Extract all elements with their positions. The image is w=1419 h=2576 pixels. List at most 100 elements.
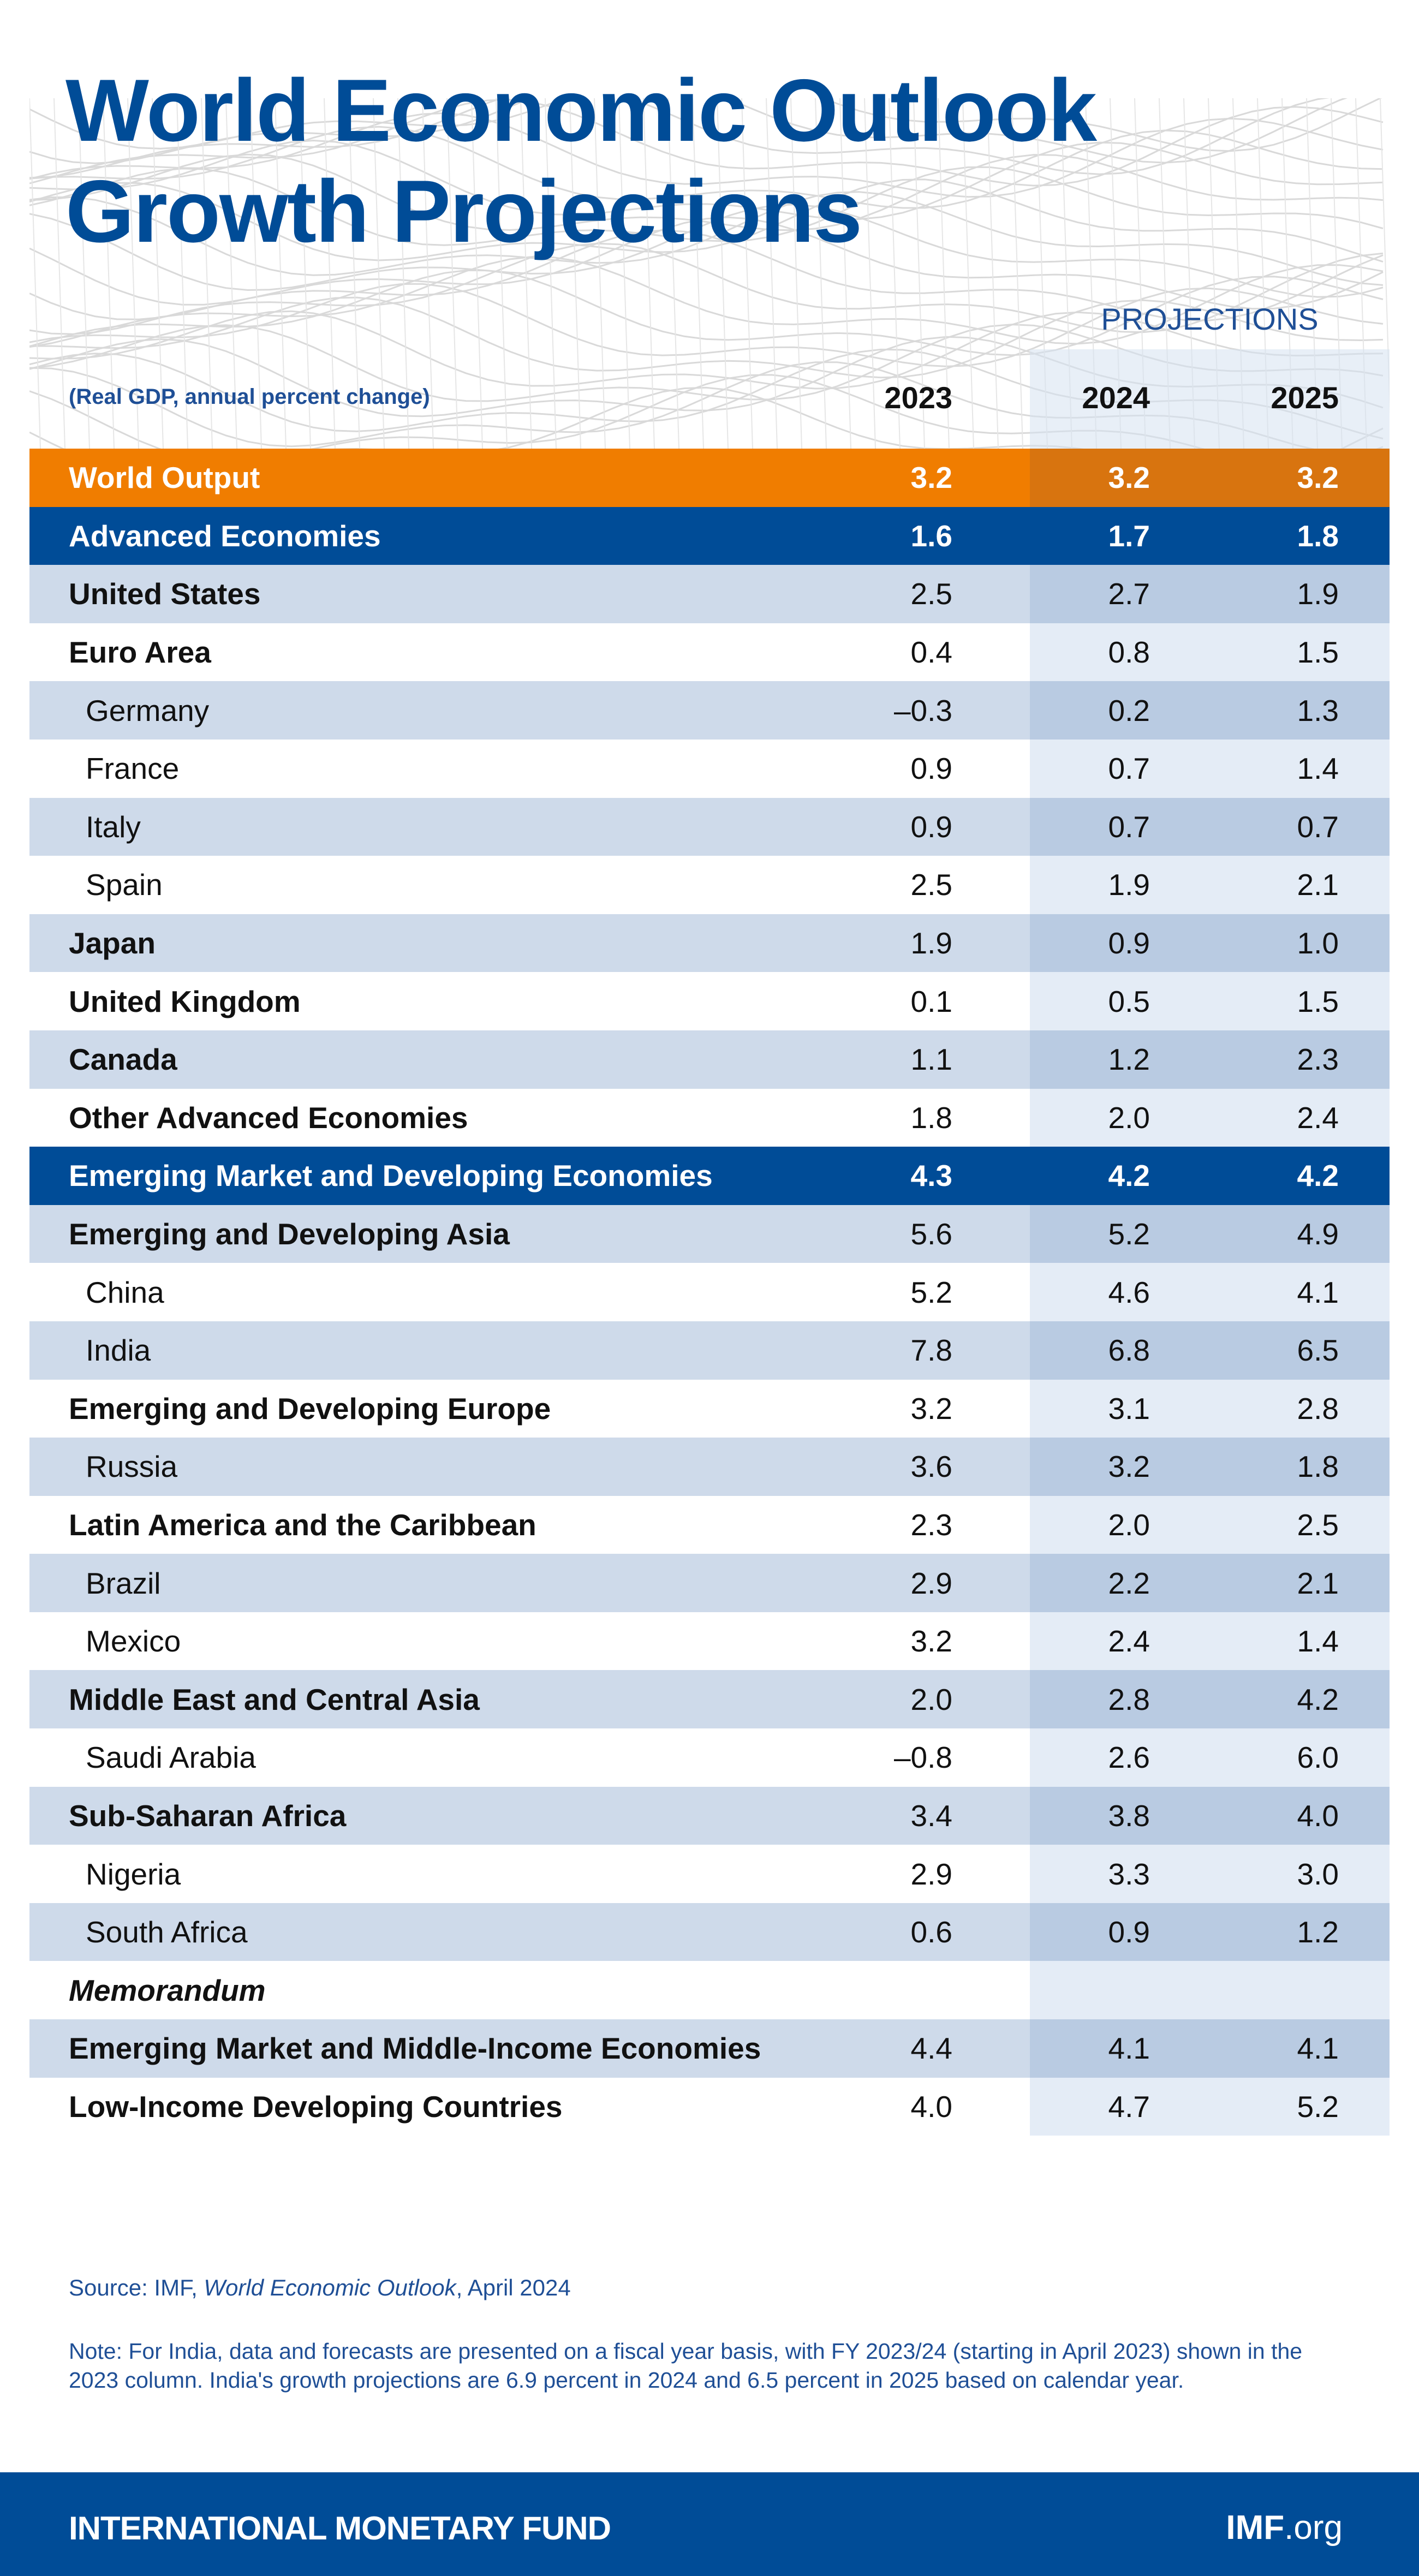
- value-2023: 5.6: [910, 1217, 952, 1251]
- mesh-line: [127, 98, 139, 449]
- value-2023: 1.8: [910, 1100, 952, 1135]
- value-2024: 0.5: [1108, 984, 1150, 1018]
- projection-cell-shade: [1030, 1670, 1390, 1729]
- value-2024: 0.7: [1108, 809, 1150, 844]
- mesh-line: [29, 98, 41, 449]
- growth-table: World Output 3.2 3.2 3.2 Advanced Economies 1…: [29, 449, 1390, 2136]
- projection-cell-shade: [1030, 623, 1390, 682]
- table-row: Russia 3.6 3.2 1.8: [29, 1438, 1390, 1496]
- mesh-line: [225, 98, 237, 449]
- value-2025: 1.4: [1297, 1624, 1339, 1659]
- table-row: Latin America and the Caribbean 2.3 2.0 2.5: [29, 1495, 1390, 1554]
- row-label: Mexico: [86, 1624, 181, 1659]
- mesh-line: [299, 98, 311, 449]
- value-2024: 4.2: [1108, 1159, 1150, 1193]
- value-2023: 1.6: [910, 518, 952, 553]
- year-header-2023: 2023: [884, 380, 952, 415]
- mesh-line: [446, 98, 458, 449]
- value-2024: 0.2: [1108, 693, 1150, 728]
- row-label: Emerging Market and Developing Economies: [69, 1159, 713, 1193]
- value-2024: 1.2: [1108, 1042, 1150, 1077]
- mesh-line: [422, 98, 434, 449]
- table-row: Japan 1.9 0.9 1.0: [29, 914, 1390, 973]
- table-row: Emerging and Developing Asia 5.6 5.2 4.9: [29, 1204, 1390, 1263]
- mesh-line: [348, 98, 360, 449]
- value-2025: 1.9: [1297, 577, 1339, 611]
- mesh-line: [201, 98, 213, 449]
- row-label: France: [86, 752, 180, 786]
- projection-cell-shade: [1030, 681, 1390, 740]
- value-2023: 2.5: [910, 868, 952, 902]
- projection-cell-shade: [1030, 565, 1390, 623]
- value-2025: 2.5: [1297, 1507, 1339, 1542]
- row-label: China: [86, 1275, 164, 1309]
- mesh-line: [373, 98, 385, 449]
- table-row: Mexico 3.2 2.4 1.4: [29, 1612, 1390, 1671]
- projection-cell-shade: [1030, 1204, 1390, 1263]
- value-2025: 3.0: [1297, 1857, 1339, 1891]
- mesh-line: [78, 98, 90, 449]
- mesh-line: [889, 98, 901, 449]
- projection-cell-shade: [1030, 1321, 1390, 1380]
- projection-cell-shade: [1030, 1379, 1390, 1438]
- table-row: Euro Area 0.4 0.8 1.5: [29, 623, 1390, 682]
- row-label: Emerging and Developing Europe: [69, 1391, 551, 1426]
- value-2023: 7.8: [910, 1333, 952, 1368]
- mesh-line: [275, 98, 287, 449]
- table-row: Low-Income Developing Countries 4.0 4.7 5.2: [29, 2077, 1390, 2136]
- mesh-line: [766, 98, 778, 449]
- value-2023: 1.1: [910, 1042, 952, 1077]
- row-label: United States: [69, 577, 261, 611]
- value-2024: 2.7: [1108, 577, 1150, 611]
- value-2024: 3.2: [1108, 1450, 1150, 1484]
- value-2023: –0.3: [893, 693, 952, 728]
- value-2024: 0.9: [1108, 1915, 1150, 1949]
- value-2025: 2.4: [1297, 1100, 1339, 1135]
- row-label: India: [86, 1333, 151, 1368]
- value-2023: 2.0: [910, 1682, 952, 1716]
- row-label: Advanced Economies: [69, 518, 381, 553]
- value-2025: 6.5: [1297, 1333, 1339, 1368]
- value-2025: 1.3: [1297, 693, 1339, 728]
- value-2025: 4.9: [1297, 1217, 1339, 1251]
- projection-cell-shade: [1030, 1612, 1390, 1671]
- value-2024: 2.4: [1108, 1624, 1150, 1659]
- table-row: France 0.9 0.7 1.4: [29, 739, 1390, 798]
- table-row: Emerging Market and Middle-Income Econom…: [29, 2019, 1390, 2078]
- mesh-line: [29, 191, 1384, 286]
- value-2024: 2.6: [1108, 1740, 1150, 1775]
- mesh-line: [692, 98, 704, 449]
- value-2025: 5.2: [1297, 2089, 1339, 2124]
- value-2024: 3.3: [1108, 1857, 1150, 1891]
- value-2024: 0.8: [1108, 635, 1150, 670]
- mesh-line: [667, 98, 679, 449]
- value-2023: 2.3: [910, 1507, 952, 1542]
- table-row: Germany –0.3 0.2 1.3: [29, 681, 1390, 740]
- value-2024: 6.8: [1108, 1333, 1150, 1368]
- projection-column-shade: [1030, 349, 1390, 449]
- value-2024: 4.6: [1108, 1275, 1150, 1309]
- projection-cell-shade: [1030, 914, 1390, 973]
- projection-cell-shade: [1030, 1263, 1390, 1321]
- projection-cell-shade: [1030, 739, 1390, 798]
- value-2023: 0.1: [910, 984, 952, 1018]
- site-rest: .org: [1284, 2509, 1343, 2547]
- value-2023: 4.4: [910, 2031, 952, 2066]
- mesh-line: [152, 98, 164, 449]
- source-suffix: , April 2024: [456, 2275, 571, 2300]
- title-line-1: World Economic Outlook: [65, 61, 1097, 160]
- value-2025: 2.3: [1297, 1042, 1339, 1077]
- website-link[interactable]: IMF.org: [1226, 2508, 1343, 2547]
- value-2024: 4.1: [1108, 2031, 1150, 2066]
- source-line: Source: IMF, World Economic Outlook, Apr…: [69, 2275, 571, 2301]
- unit-label: (Real GDP, annual percent change): [69, 385, 430, 409]
- value-2024: 3.1: [1108, 1391, 1150, 1426]
- mesh-line: [717, 98, 729, 449]
- footnote: Note: For India, data and forecasts are …: [69, 2339, 1303, 2393]
- table-row: India 7.8 6.8 6.5: [29, 1321, 1390, 1380]
- value-2025: 1.8: [1297, 518, 1339, 553]
- value-2023: 0.6: [910, 1915, 952, 1949]
- row-label: Canada: [69, 1042, 177, 1077]
- mesh-line: [29, 283, 1384, 367]
- mesh-line: [324, 98, 336, 449]
